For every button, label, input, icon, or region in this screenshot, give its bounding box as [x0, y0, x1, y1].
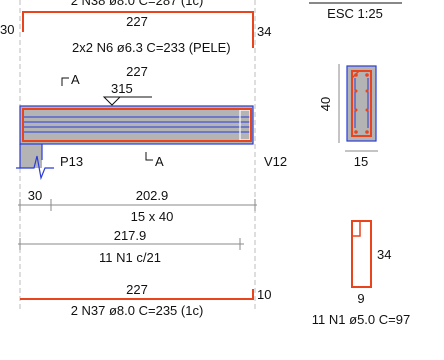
- section-width: 15: [354, 154, 368, 169]
- dim-support-width: 30: [28, 188, 42, 203]
- section-cut-top-letter: A: [71, 72, 80, 87]
- dim-section: 15 x 40: [131, 209, 174, 224]
- level-triangle-icon: [102, 96, 122, 106]
- section-bar-mid-2: [365, 89, 369, 93]
- stirrup-detail-hook: [352, 221, 361, 237]
- bottom-rebar-shape: [20, 289, 254, 300]
- section-height: 40: [318, 97, 333, 111]
- section-bar-mid-4: [365, 108, 369, 112]
- dim-span: 202.9: [136, 188, 169, 203]
- cross-section: [346, 65, 377, 142]
- section-scale: ESC 1:25: [327, 6, 383, 21]
- section-bar-bottom-right: [365, 130, 369, 134]
- section-bar-top-left: [354, 73, 358, 77]
- column-break-line: [16, 155, 54, 181]
- stirrup-detail-height: 34: [377, 247, 391, 262]
- beam-concrete: [20, 106, 253, 144]
- section-cut-bottom-letter: A: [155, 154, 164, 169]
- section-bar-top-right: [365, 73, 369, 77]
- bottom-rebar-length: 227: [126, 282, 148, 297]
- beam-outline: [19, 105, 254, 145]
- beam-rebar-cage: [22, 108, 252, 142]
- dimension-lines: [18, 199, 257, 250]
- top-rebar-label: 2 N38 ø8.0 C=287 (1c): [71, 0, 204, 8]
- support-left-label: P13: [60, 154, 83, 169]
- top-rebar-length: 227: [126, 14, 148, 29]
- stirrup-detail-shape: [351, 220, 372, 288]
- bottom-rebar-right-leg: 10: [257, 287, 271, 302]
- section-cut-bottom-mark: [145, 152, 153, 161]
- stirrup-detail-label: 11 N1 ø5.0 C=97: [312, 312, 410, 327]
- top-rebar-right-leg: 34: [257, 24, 271, 39]
- bottom-rebar-label: 2 N37 ø8.0 C=235 (1c): [71, 303, 204, 318]
- top-rebar-shape: [22, 11, 254, 48]
- level-value: 315: [111, 81, 133, 96]
- beam-elevation: [16, 105, 254, 181]
- dim-stirrups: 11 N1 c/21: [99, 250, 161, 265]
- section-bar-bottom-left: [354, 130, 358, 134]
- section-bar-mid-1: [354, 89, 358, 93]
- section-cut-top-mark: [61, 77, 69, 86]
- middle-rebar-length: 227: [126, 64, 148, 79]
- column-concrete: [20, 144, 42, 168]
- section-bar-mid-3: [354, 108, 358, 112]
- stirrup-detail-width: 9: [357, 291, 364, 306]
- section-stirrup: [351, 70, 372, 137]
- support-right-label: V12: [264, 154, 287, 169]
- middle-rebar-label: 2x2 N6 ø6.3 C=233 (PELE): [72, 40, 231, 55]
- top-rebar-left-leg: 30: [0, 22, 14, 37]
- dim-total: 217.9: [114, 228, 147, 243]
